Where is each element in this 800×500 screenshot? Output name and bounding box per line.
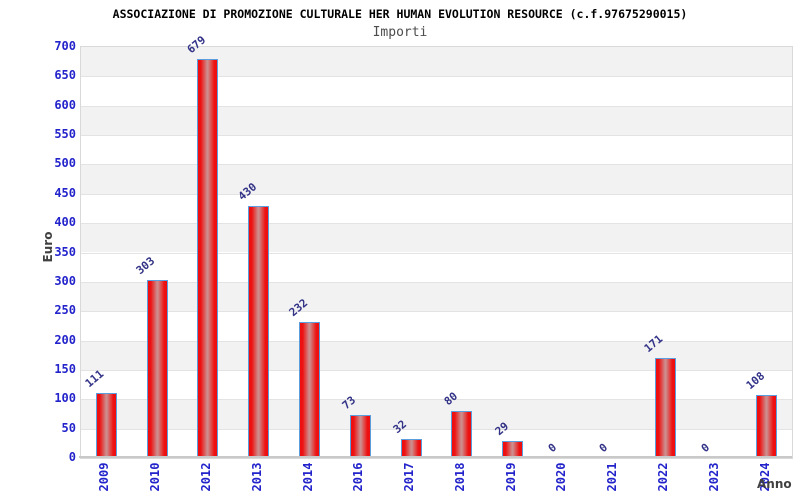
bar [654, 357, 676, 458]
plot-band [81, 76, 792, 106]
gridline [81, 281, 792, 283]
gridline [81, 369, 792, 371]
y-tick-label: 50 [61, 420, 76, 435]
y-tick-label: 600 [54, 97, 76, 112]
plot-band [81, 105, 792, 136]
chart-title: ASSOCIAZIONE DI PROMOZIONE CULTURALE HER… [112, 7, 688, 21]
y-tick-label: 350 [54, 244, 76, 259]
y-tick-label: 400 [54, 215, 76, 230]
y-tick-label: 500 [54, 156, 76, 171]
y-tick-label: 100 [54, 391, 76, 406]
y-tick-label: 550 [54, 127, 76, 142]
plot-band [81, 223, 792, 253]
x-tick-label: 2019 [503, 462, 518, 492]
bar [451, 411, 473, 458]
plot-band [81, 164, 792, 194]
x-tick-label: 2021 [605, 462, 620, 492]
plot-band [81, 281, 792, 312]
x-tick-label: 2023 [706, 462, 721, 492]
bar [400, 439, 422, 458]
plot-band [81, 47, 792, 77]
plot-band [81, 340, 792, 370]
bar [756, 394, 778, 458]
x-tick-label: 2012 [198, 462, 213, 492]
x-tick-label: 2009 [97, 462, 112, 492]
bar [146, 280, 168, 458]
x-tick-label: 2010 [148, 462, 163, 492]
gridline [81, 164, 792, 166]
plot-band [81, 311, 792, 341]
gridline [81, 193, 792, 195]
gridline [81, 311, 792, 313]
gridline [81, 105, 792, 107]
x-tick-label: 2018 [452, 462, 467, 492]
bar [502, 440, 524, 458]
gridline [81, 428, 792, 430]
plot-band [81, 135, 792, 165]
x-axis-line [79, 456, 792, 458]
bar [197, 59, 219, 458]
plot-band [81, 369, 792, 400]
x-tick-label: 2017 [402, 462, 417, 492]
gridline [81, 252, 792, 254]
gridline [81, 223, 792, 225]
x-tick-label: 2016 [351, 462, 366, 492]
bar [349, 415, 371, 458]
bar [248, 205, 270, 458]
x-axis-title: Anno [757, 477, 792, 491]
y-tick-label: 150 [54, 361, 76, 376]
y-tick-label: 300 [54, 273, 76, 288]
y-tick-label: 200 [54, 332, 76, 347]
plot-band [81, 193, 792, 224]
y-tick-label: 450 [54, 185, 76, 200]
y-tick-label: 650 [54, 68, 76, 83]
y-axis-title: Euro [41, 231, 55, 263]
plot-band [81, 428, 792, 458]
gridline [81, 76, 792, 78]
y-tick-label: 700 [54, 39, 76, 53]
bar [299, 321, 321, 458]
chart-subtitle: Importi [372, 25, 428, 40]
plot-band [81, 399, 792, 429]
x-tick-label: 2013 [249, 462, 264, 492]
y-tick-label: 0 [68, 450, 76, 464]
bar [95, 392, 117, 458]
x-tick-label: 2014 [300, 462, 315, 492]
y-tick-label: 250 [54, 303, 76, 318]
gridline [81, 135, 792, 137]
x-tick-label: 2020 [554, 462, 569, 492]
x-tick-label: 2022 [656, 462, 671, 492]
gridline [81, 340, 792, 342]
plot-area [80, 46, 793, 459]
gridline [81, 399, 792, 401]
plot-band [81, 252, 792, 282]
